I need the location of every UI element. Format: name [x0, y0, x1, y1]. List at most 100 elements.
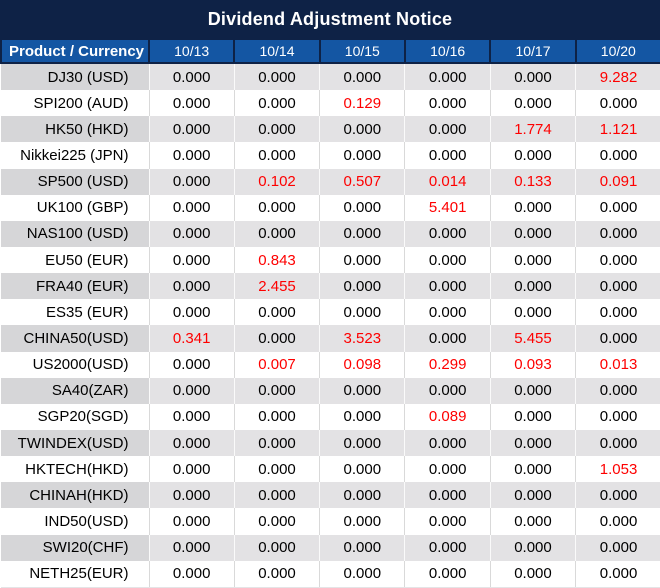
- value-cell: 0.007: [233, 351, 320, 378]
- table-row: US2000(USD) 0.000 0.007 0.098 0.299 0.093 0.01…: [1, 351, 660, 378]
- value-cell: 0.091: [575, 168, 660, 195]
- table-row: CHINA50(USD) 0.341 0.000 3.523 0.000 5.455 0.0…: [1, 325, 660, 352]
- value-cell: 0.000: [404, 560, 491, 588]
- value-cell: 0.000: [404, 325, 491, 352]
- value-cell: 5.455: [489, 325, 576, 352]
- value-cell: 0.000: [319, 377, 405, 404]
- value-cell: 0.000: [233, 377, 320, 404]
- product-cell: FRA40 (EUR): [1, 273, 149, 300]
- value-cell: 0.014: [404, 168, 491, 195]
- value-cell: 1.774: [489, 116, 576, 143]
- value-cell: 0.000: [319, 482, 405, 509]
- value-cell: 0.000: [148, 482, 235, 509]
- value-cell: 0.000: [575, 482, 660, 509]
- value-cell: 0.000: [319, 116, 405, 143]
- value-cell: 0.000: [233, 63, 320, 91]
- product-cell: EU50 (EUR): [1, 246, 149, 274]
- product-cell: DJ30 (USD): [1, 63, 149, 91]
- value-cell: 0.000: [404, 377, 491, 404]
- value-cell: 0.000: [319, 534, 405, 561]
- value-cell: 0.000: [233, 429, 320, 457]
- value-cell: 0.000: [233, 116, 320, 143]
- value-cell: 0.000: [575, 246, 660, 274]
- value-cell: 0.013: [575, 351, 660, 378]
- value-cell: 0.000: [319, 560, 405, 588]
- value-cell: 0.000: [575, 273, 660, 300]
- value-cell: 0.000: [489, 246, 576, 274]
- table-row: IND50(USD) 0.000 0.000 0.000 0.000 0.000 0.000: [1, 508, 660, 535]
- value-cell: 0.000: [319, 403, 405, 430]
- value-cell: 0.000: [148, 142, 235, 169]
- table-row: HKTECH(HKD) 0.000 0.000 0.000 0.000 0.000 1.05…: [1, 456, 660, 483]
- value-cell: 0.000: [148, 560, 235, 588]
- value-cell: 0.000: [148, 90, 235, 117]
- value-cell: 0.000: [404, 63, 491, 91]
- product-cell: NETH25(EUR): [1, 560, 149, 588]
- value-cell: 0.000: [489, 220, 576, 247]
- table-row: DJ30 (USD) 0.000 0.000 0.000 0.000 0.000 9.282: [1, 63, 660, 91]
- value-cell: 0.000: [148, 508, 235, 535]
- value-cell: 0.000: [319, 63, 405, 91]
- product-cell: TWINDEX(USD): [1, 429, 149, 457]
- column-header-date-5: 10/17: [489, 38, 577, 64]
- value-cell: 0.000: [575, 377, 660, 404]
- value-cell: 0.000: [319, 508, 405, 535]
- value-cell: 0.102: [233, 168, 320, 195]
- table-row: SP500 (USD) 0.000 0.102 0.507 0.014 0.133 0.09…: [1, 168, 660, 195]
- value-cell: 0.000: [148, 168, 235, 195]
- column-header-date-4: 10/16: [403, 38, 492, 64]
- value-cell: 0.098: [319, 351, 405, 378]
- product-cell: SP500 (USD): [1, 168, 149, 195]
- value-cell: 0.000: [489, 456, 576, 483]
- value-cell: 0.000: [489, 560, 576, 588]
- product-cell: US2000(USD): [1, 351, 149, 378]
- table-body: DJ30 (USD) 0.000 0.000 0.000 0.000 0.000 9.282…: [1, 63, 660, 588]
- table-row: TWINDEX(USD) 0.000 0.000 0.000 0.000 0.000 0.0…: [1, 429, 660, 457]
- value-cell: 2.455: [233, 273, 320, 300]
- value-cell: 0.000: [404, 246, 491, 274]
- table-row: UK100 (GBP) 0.000 0.000 0.000 5.401 0.000 0.00…: [1, 194, 660, 221]
- value-cell: 0.000: [233, 482, 320, 509]
- value-cell: 1.121: [575, 116, 660, 143]
- value-cell: 0.000: [489, 142, 576, 169]
- column-header-date-3: 10/15: [318, 38, 406, 64]
- product-cell: IND50(USD): [1, 508, 149, 535]
- value-cell: 1.053: [575, 456, 660, 483]
- value-cell: 0.000: [489, 429, 576, 457]
- value-cell: 0.000: [148, 377, 235, 404]
- value-cell: 0.299: [404, 351, 491, 378]
- value-cell: 0.133: [489, 168, 576, 195]
- value-cell: 0.000: [148, 194, 235, 221]
- table-row: NETH25(EUR) 0.000 0.000 0.000 0.000 0.000 0.00…: [1, 560, 660, 588]
- column-header-date-6: 10/20: [574, 38, 660, 64]
- value-cell: 0.000: [404, 142, 491, 169]
- page-title: Dividend Adjustment Notice: [207, 8, 453, 29]
- value-cell: 0.000: [319, 246, 405, 274]
- product-cell: CHINAH(HKD): [1, 482, 149, 509]
- product-cell: SA40(ZAR): [1, 377, 149, 404]
- value-cell: 0.000: [148, 429, 235, 457]
- value-cell: 0.000: [319, 194, 405, 221]
- value-cell: 0.000: [148, 403, 235, 430]
- value-cell: 0.000: [319, 273, 405, 300]
- table-row: SGP20(SGD) 0.000 0.000 0.000 0.089 0.000 0.000: [1, 403, 660, 430]
- value-cell: 0.000: [404, 534, 491, 561]
- table-row: CHINAH(HKD) 0.000 0.000 0.000 0.000 0.000 0.00…: [1, 482, 660, 509]
- value-cell: 0.000: [233, 142, 320, 169]
- value-cell: 0.129: [319, 90, 405, 117]
- value-cell: 0.000: [148, 246, 235, 274]
- value-cell: 0.000: [575, 142, 660, 169]
- value-cell: 0.000: [489, 299, 576, 326]
- value-cell: 0.000: [233, 403, 320, 430]
- value-cell: 0.000: [319, 142, 405, 169]
- value-cell: 0.000: [319, 429, 405, 457]
- column-header-date-2: 10/14: [233, 38, 321, 64]
- value-cell: 0.000: [489, 194, 576, 221]
- value-cell: 0.000: [404, 299, 491, 326]
- dividend-table: Product / Currency 10/13 10/14 10/15 10/…: [0, 38, 660, 588]
- value-cell: 0.000: [233, 508, 320, 535]
- value-cell: 0.000: [148, 220, 235, 247]
- table-row: SPI200 (AUD) 0.000 0.000 0.129 0.000 0.000 0.0…: [1, 90, 660, 117]
- value-cell: 0.000: [148, 456, 235, 483]
- value-cell: 0.093: [489, 351, 576, 378]
